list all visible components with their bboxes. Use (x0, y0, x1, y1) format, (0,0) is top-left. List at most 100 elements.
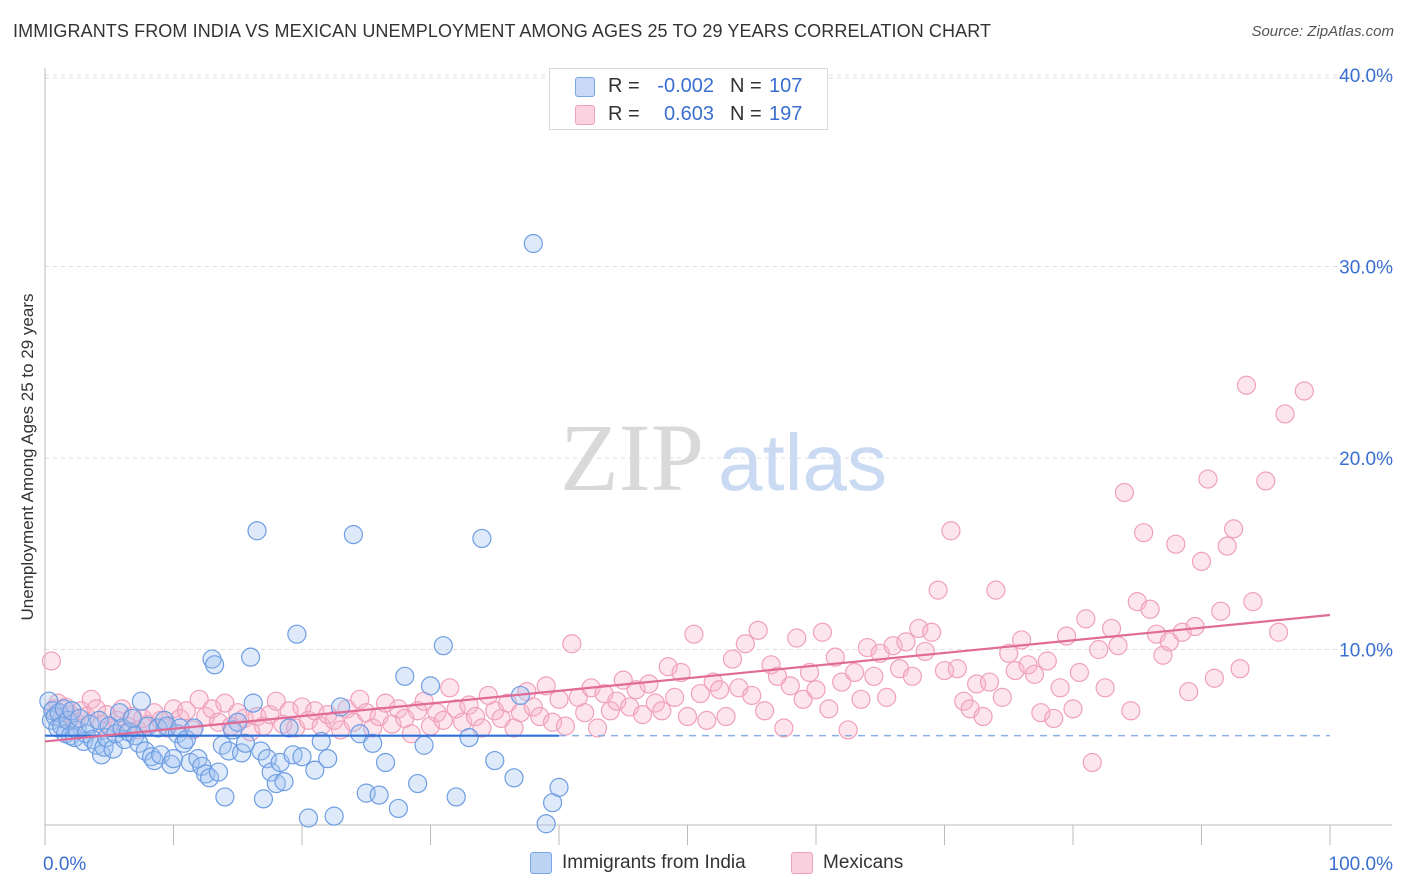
mexicans-point (1018, 655, 1038, 675)
mexicans-point (1089, 639, 1109, 660)
legend-swatch-mexicans (791, 852, 813, 874)
mexicans-point (947, 659, 967, 679)
mexicans-point (266, 691, 286, 711)
mexicans-point (176, 701, 196, 721)
india-point (287, 624, 307, 644)
mexicans-point (883, 636, 903, 656)
india-point (251, 741, 271, 761)
india-point (208, 762, 229, 782)
mexicans-point (1230, 659, 1250, 679)
mexicans-point (748, 620, 768, 640)
mexicans-point (81, 689, 101, 709)
legend-n-value: 197 (769, 103, 803, 125)
legend-swatch-india (530, 852, 552, 874)
india-point (504, 768, 524, 788)
india-point (274, 772, 294, 792)
mexicans-point (1166, 534, 1186, 554)
mexicans-point (1082, 752, 1102, 773)
series-legend: Immigrants from India Mexicans (0, 850, 1406, 880)
mexicans-point (703, 672, 723, 692)
legend-n-label: N = (730, 103, 762, 125)
india-point (350, 724, 370, 744)
legend-label-india: Immigrants from India (562, 852, 746, 873)
mexicans-point (1243, 592, 1263, 612)
x-tick-label: 100.0% (1329, 854, 1394, 875)
mexicans-point (1114, 482, 1135, 503)
india-point (232, 743, 252, 763)
legend-n-value: 107 (769, 75, 803, 97)
mexicans-point (954, 691, 974, 711)
mexicans-point (549, 689, 569, 709)
india-point (408, 773, 428, 794)
mexicans-point (799, 662, 820, 683)
mexicans-point (600, 701, 621, 721)
india-point (433, 636, 453, 656)
mexicans-point (472, 718, 492, 738)
mexicans-point (710, 680, 730, 700)
mexicans-point (774, 718, 794, 738)
india-point (305, 760, 325, 780)
india-point (129, 733, 149, 753)
india-point (205, 655, 225, 675)
mexicans-point (536, 676, 556, 696)
india-point (41, 710, 62, 730)
india-point (420, 676, 441, 696)
legend-r-label: R = (608, 103, 640, 125)
india-point (235, 733, 256, 753)
y-tick-label: 30.0% (1339, 258, 1393, 279)
india-point (395, 666, 415, 686)
mexicans-point (812, 622, 833, 642)
legend-swatch-mexicans (575, 105, 595, 125)
mexicans-point (562, 634, 582, 654)
india-point (369, 785, 389, 805)
watermark-atlas: atlas (718, 418, 887, 507)
mexicans-point (542, 712, 563, 732)
india-point (485, 750, 505, 771)
mexicans-point (1191, 551, 1212, 572)
india-series (39, 233, 569, 834)
mexicans-point (652, 701, 672, 721)
india-point (343, 524, 363, 545)
mexicans-point (215, 693, 235, 713)
mexicans-point (575, 703, 595, 723)
mexicans-point (1037, 651, 1057, 671)
legend-swatch-india (575, 77, 595, 97)
mexicans-point (1211, 601, 1231, 621)
mexicans-point (1159, 632, 1179, 652)
mexicans-trend-line (44, 613, 1331, 743)
india-point (549, 777, 569, 797)
mexicans-point (1121, 701, 1141, 721)
mexicans-point (690, 683, 710, 704)
axes (44, 68, 1392, 845)
india-point (311, 731, 331, 752)
y-tick-label: 10.0% (1339, 641, 1393, 662)
legend-r-value: -0.002 (657, 75, 714, 97)
chart-title: IMMIGRANTS FROM INDIA VS MEXICAN UNEMPLO… (13, 21, 992, 41)
mexicans-point (1204, 668, 1224, 688)
mexicans-point (1050, 678, 1070, 698)
mexicans-point (838, 720, 858, 740)
mexicans-point (979, 672, 1000, 692)
mexicans-point (1294, 381, 1314, 401)
legend-item-mexicans[interactable]: Mexicans (791, 852, 903, 874)
tick-labels: 10.0% 20.0% 30.0% 40.0% 0.0% 100.0% (43, 66, 1393, 875)
mexicans-point (832, 672, 852, 692)
india-point (388, 798, 408, 819)
mexicans-point (1101, 618, 1122, 639)
mexicans-point (922, 622, 942, 642)
legend-label-mexicans: Mexicans (823, 852, 904, 873)
legend-n-label: N = (730, 75, 762, 97)
mexicans-point (992, 687, 1012, 707)
mexicans-point (1198, 469, 1218, 489)
source-label: Source: ZipAtlas.com (1251, 23, 1394, 40)
mexicans-point (1076, 609, 1096, 629)
mexicans-point (1185, 616, 1205, 637)
legend-r-label: R = (608, 75, 640, 97)
trend-lines (44, 613, 1331, 743)
legend-item-india[interactable]: Immigrants from India (530, 852, 746, 874)
mexicans-point (1268, 622, 1289, 642)
india-point (324, 806, 344, 826)
india-point (414, 735, 434, 755)
mexicans-point (986, 580, 1006, 600)
mexicans-point (735, 634, 755, 654)
